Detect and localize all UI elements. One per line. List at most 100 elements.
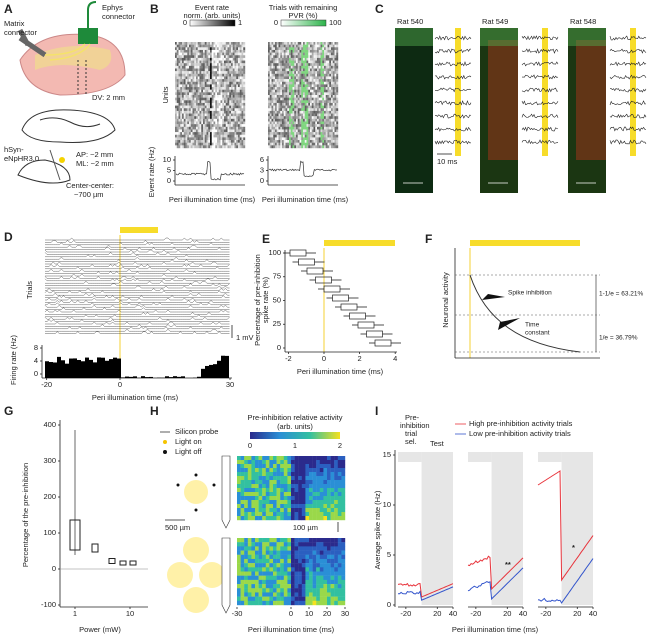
heatmap-cell: [199, 132, 202, 135]
heatmap-cell: [292, 108, 295, 112]
heatmap-cell: [258, 546, 263, 551]
heatmap-cell: [236, 60, 239, 64]
heatmap-cell: [187, 55, 190, 59]
heatmap-cell: [299, 124, 302, 127]
heatmap-cell: [196, 124, 198, 127]
heatmap-cell: [334, 508, 338, 513]
heatmap-cell: [213, 134, 216, 138]
heatmap-cell: [311, 129, 314, 133]
heatmap-cell: [210, 145, 212, 149]
heatmap-cell: [225, 121, 228, 125]
heatmap-cell: [237, 516, 241, 521]
heatmap-cell: [187, 68, 190, 72]
heatmap-cell: [320, 52, 323, 56]
heatmap-cell: [337, 588, 342, 593]
heatmap-cell: [334, 132, 337, 135]
heatmap-cell: [217, 108, 219, 112]
heatmap-cell: [203, 95, 205, 98]
heatmap-cell: [225, 126, 228, 130]
heatmap-cell: [315, 60, 318, 64]
heatmap-cell: [320, 87, 323, 90]
heatmap-cell: [244, 508, 248, 513]
heatmap-cell: [234, 126, 237, 130]
heatmap-cell: [297, 47, 300, 51]
heatmap-cell: [327, 456, 331, 461]
trace: [268, 160, 338, 177]
heatmap-cell: [276, 488, 281, 493]
heatmap-cell: [183, 52, 186, 56]
heatmap-cell: [231, 57, 233, 61]
heatmap-cell: [276, 87, 279, 90]
heatmap-cell: [289, 47, 291, 51]
heatmap-cell: [327, 488, 331, 493]
heatmap-cell: [294, 68, 297, 72]
colorbar-tick: 1: [293, 441, 297, 450]
heatmap-cell: [232, 87, 235, 90]
heatmap-cell: [268, 44, 270, 48]
heatmap-cell: [322, 57, 325, 61]
heatmap-cell: [310, 97, 312, 101]
heatmap-cell: [320, 145, 323, 149]
heatmap-cell: [306, 42, 309, 45]
heatmap-cell: [178, 113, 181, 117]
heatmap-cell: [239, 68, 242, 72]
heatmap-cell: [283, 124, 286, 127]
heatmap-cell: [258, 567, 263, 572]
heatmap-cell: [320, 92, 323, 96]
heatmap-cell: [243, 121, 246, 125]
heatmap-cell: [197, 73, 200, 77]
heatmap-cell: [280, 89, 283, 93]
heatmap-cell: [294, 121, 297, 125]
heatmap-cell: [206, 71, 209, 74]
heatmap-cell: [241, 102, 244, 106]
heatmap-cell: [204, 140, 207, 143]
heatmap-cell: [324, 89, 326, 93]
heatmap-cell: [278, 92, 281, 96]
heatmap-cell: [319, 571, 324, 576]
heatmap-cell: [298, 600, 302, 606]
heatmap-cell: [238, 71, 240, 74]
heatmap-cell: [287, 108, 290, 112]
heatmap-cell: [217, 137, 219, 141]
heatmap-cell: [285, 116, 288, 120]
heatmap-cell: [231, 87, 233, 90]
heatmap-cell: [276, 126, 279, 130]
heatmap-cell: [187, 89, 190, 93]
panel-letter: E: [262, 232, 270, 246]
heatmap-cell: [316, 567, 320, 572]
heatmap-cell: [206, 52, 209, 56]
heatmap-cell: [258, 460, 263, 465]
heatmap-cell: [273, 105, 276, 109]
y-tick-label: 100: [43, 528, 56, 537]
heatmap-cell: [203, 89, 205, 93]
heatmap-cell: [283, 554, 288, 560]
box: [119, 560, 127, 566]
heatmap-cell: [211, 49, 214, 53]
heatmap-cell: [334, 567, 338, 572]
heatmap-cell: [294, 113, 297, 117]
heatmap-cell: [305, 542, 310, 547]
heatmap-cell: [222, 92, 225, 96]
heatmap-cell: [283, 118, 286, 122]
heatmap-cell: [282, 68, 284, 72]
heatmap-cell: [294, 579, 299, 585]
heatmap-cell: [185, 89, 188, 93]
heatmap-cell: [220, 129, 223, 133]
heatmap-cell: [280, 49, 283, 53]
rate-curve: [537, 558, 594, 604]
heatmap-cell: [269, 567, 274, 572]
heatmap-cell: [308, 52, 311, 56]
heatmap-cell: [283, 71, 286, 74]
heatmap-cell: [317, 63, 319, 67]
heatmap-cell: [327, 579, 331, 585]
heatmap-cell: [327, 504, 331, 509]
heatmap-cell: [237, 464, 241, 469]
heatmap-cell: [175, 105, 177, 109]
heatmap-cell: [304, 47, 307, 51]
heatmap-cell: [247, 538, 252, 543]
heatmap-cell: [296, 108, 298, 112]
heatmap-cell: [213, 137, 216, 141]
brain-fold: [39, 117, 101, 128]
heatmap-cell: [301, 71, 304, 74]
histology-red: [488, 40, 518, 160]
